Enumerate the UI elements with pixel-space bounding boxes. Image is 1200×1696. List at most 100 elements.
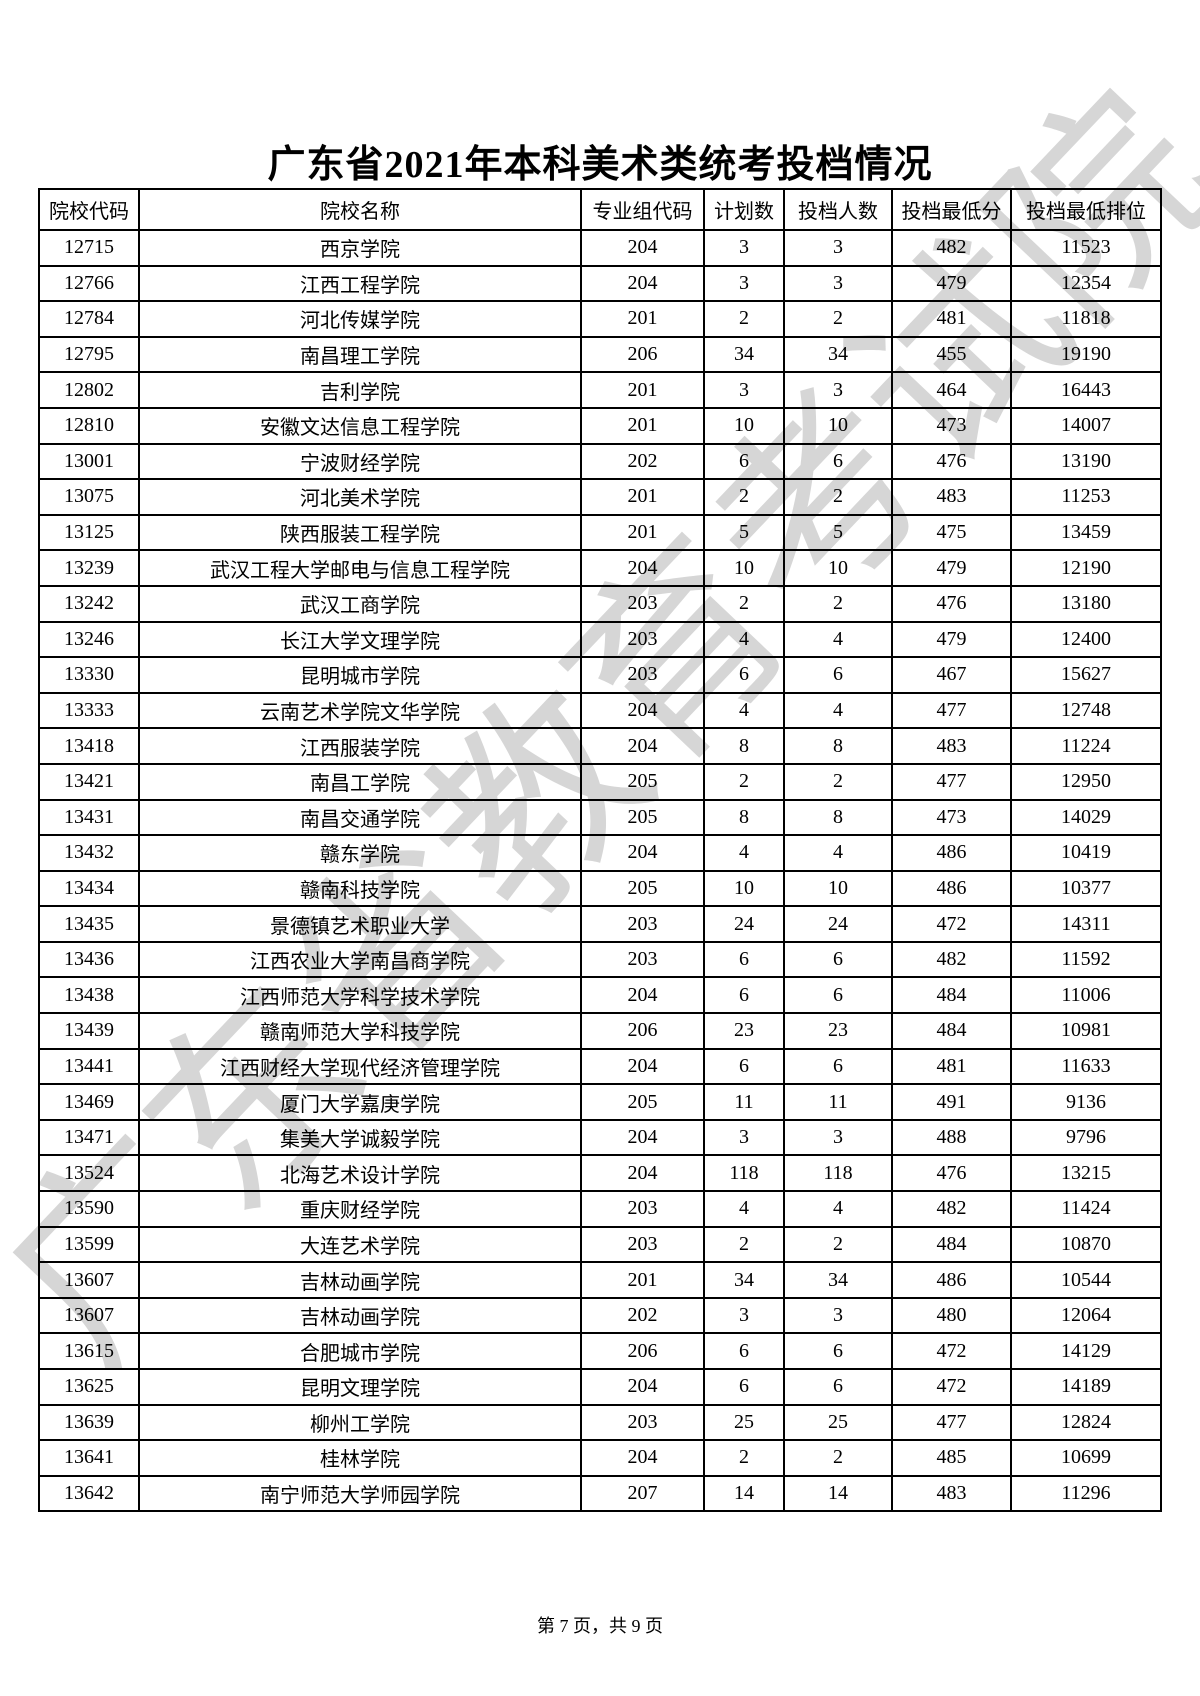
table-cell: 3 [783,371,893,409]
table-row: 13330 昆明城市学院 203 6 6 467 15627 [38,656,1162,694]
table-row: 13590 重庆财经学院 203 4 4 482 11424 [38,1190,1162,1228]
table-cell: 12190 [1010,549,1162,587]
table-cell: 472 [891,1368,1012,1406]
table-cell: 12795 [38,335,140,374]
table-cell: 13001 [38,442,140,481]
table-cell: 204 [580,691,705,730]
table-cell: 2 [783,300,893,338]
table-cell: 23 [783,1012,893,1050]
table-cell: 13599 [38,1225,140,1264]
table-cell: 10699 [1010,1439,1162,1477]
table-cell: 25 [783,1403,893,1442]
table-cell: 473 [891,798,1012,837]
table-cell: 13524 [38,1154,140,1193]
table-cell: 北海艺术设计学院 [138,1154,582,1193]
table-cell: 6 [783,1047,893,1086]
table-cell: 203 [580,1403,705,1442]
table-cell: 4 [703,834,785,872]
table-cell: 13607 [38,1296,140,1335]
table-cell: 24 [783,905,893,943]
table-cell: 6 [783,1368,893,1406]
table-cell: 201 [580,406,705,445]
table-cell: 8 [783,798,893,837]
table-row: 13432 赣东学院 204 4 4 486 10419 [38,834,1162,872]
table-cell: 6 [703,1332,785,1370]
table-cell: 12950 [1010,762,1162,801]
column-header: 院校名称 [138,188,582,231]
table-cell: 34 [783,1261,893,1299]
table-cell: 8 [783,727,893,765]
table-cell: 204 [580,1439,705,1477]
table-cell: 3 [703,264,785,303]
table-row: 13524 北海艺术设计学院 204 118 118 476 13215 [38,1154,1162,1193]
table-cell: 8 [703,727,785,765]
table-cell: 486 [891,1261,1012,1299]
table-cell: 12715 [38,229,140,267]
table-cell: 13615 [38,1332,140,1370]
table-cell: 5 [783,513,893,552]
table-row: 13001 宁波财经学院 202 6 6 476 13190 [38,442,1162,481]
table-row: 院校代码 院校名称 专业组代码 计划数 投档人数 投档最低分 投档最低排位 [38,188,1162,231]
table-cell: 南昌工学院 [138,762,582,801]
table-cell: 4 [783,834,893,872]
table-cell: 11633 [1010,1047,1162,1086]
table-cell: 4 [703,691,785,730]
table-cell: 3 [783,264,893,303]
table-cell: 204 [580,229,705,267]
table-cell: 10377 [1010,869,1162,908]
table-cell: 6 [703,656,785,694]
table-cell: 479 [891,620,1012,659]
table-cell: 3 [703,1296,785,1335]
table-row: 12810 安徽文达信息工程学院 201 10 10 473 14007 [38,406,1162,445]
table-cell: 合肥城市学院 [138,1332,582,1370]
table-cell: 203 [580,1190,705,1228]
table-cell: 203 [580,940,705,979]
table-row: 13471 集美大学诚毅学院 204 3 3 488 9796 [38,1118,1162,1157]
table-cell: 203 [580,905,705,943]
table-cell: 24 [703,905,785,943]
table-cell: 13439 [38,1012,140,1050]
table-cell: 11296 [1010,1474,1162,1513]
table-cell: 13590 [38,1190,140,1228]
table-cell: 13435 [38,905,140,943]
table-cell: 14029 [1010,798,1162,837]
table-cell: 赣东学院 [138,834,582,872]
table-cell: 483 [891,478,1012,516]
table-cell: 厦门大学嘉庚学院 [138,1083,582,1121]
table-cell: 11592 [1010,940,1162,979]
table-cell: 5 [703,513,785,552]
table-cell: 34 [783,335,893,374]
table-cell: 204 [580,727,705,765]
table-cell: 13436 [38,940,140,979]
table-cell: 14189 [1010,1368,1162,1406]
table-cell: 吉林动画学院 [138,1261,582,1299]
table-cell: 宁波财经学院 [138,442,582,481]
table-cell: 10 [703,406,785,445]
table-cell: 13432 [38,834,140,872]
table-cell: 484 [891,1225,1012,1264]
column-header: 计划数 [703,188,785,231]
table-row: 13642 南宁师范大学师园学院 207 14 14 483 11296 [38,1474,1162,1513]
table-row: 12784 河北传媒学院 201 2 2 481 11818 [38,300,1162,338]
table-cell: 6 [703,442,785,481]
table-cell: 491 [891,1083,1012,1121]
table-cell: 6 [703,1047,785,1086]
table-cell: 13469 [38,1083,140,1121]
table-row: 12802 吉利学院 201 3 3 464 16443 [38,371,1162,409]
table-row: 13418 江西服装学院 204 8 8 483 11224 [38,727,1162,765]
table-row: 13441 江西财经大学现代经济管理学院 204 6 6 481 11633 [38,1047,1162,1086]
table-cell: 205 [580,762,705,801]
table-cell: 201 [580,371,705,409]
table-cell: 14129 [1010,1332,1162,1370]
table-row: 12795 南昌理工学院 206 34 34 455 19190 [38,335,1162,374]
table-cell: 4 [703,1190,785,1228]
table-cell: 3 [703,229,785,267]
table-cell: 13075 [38,478,140,516]
table-cell: 34 [703,335,785,374]
table-cell: 10419 [1010,834,1162,872]
table-cell: 118 [703,1154,785,1193]
table-cell: 10 [783,406,893,445]
table-cell: 12354 [1010,264,1162,303]
table-row: 13242 武汉工商学院 203 2 2 476 13180 [38,584,1162,623]
table-cell: 480 [891,1296,1012,1335]
